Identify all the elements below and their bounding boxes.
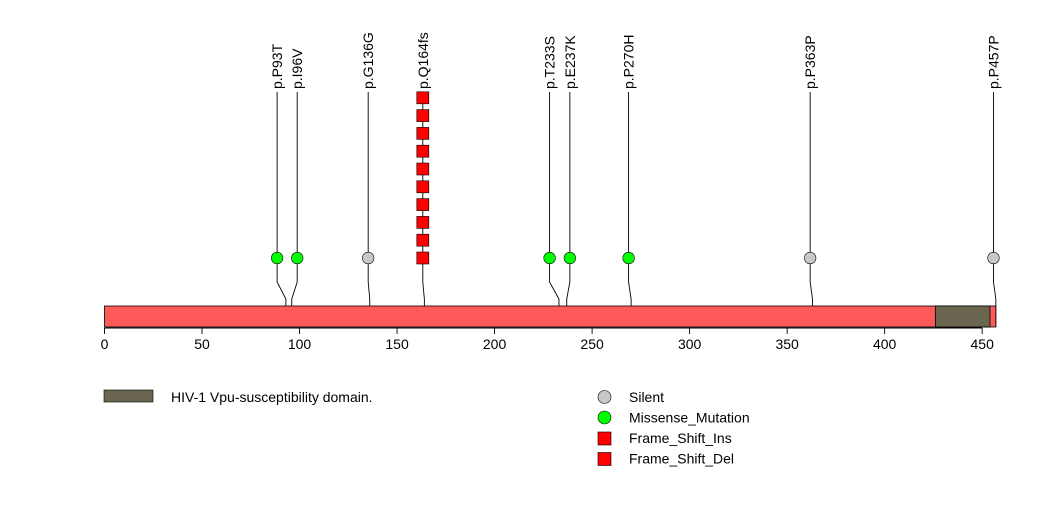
x-tick-label-0: 0 [101,336,109,352]
mutation-marker-square-3-4 [416,180,430,194]
mutation-marker-circle-2 [362,251,375,265]
x-tick-label-1: 50 [194,336,210,352]
legend-type-label-0: Silent [629,389,664,405]
mutation-marker-square-3-3 [416,198,430,211]
legend-type-label-1: Missense_Mutation [629,410,750,426]
mutation-marker-square-3-8 [416,109,430,122]
mutation-marker-circle-4 [543,251,556,265]
mutation-label-7: p.P363P [802,35,818,89]
mutation-stems [276,92,997,327]
mutation-marker-circle-0 [271,251,284,265]
mutation-marker-square-3-0 [416,251,430,265]
mutation-marker-circle-8 [987,251,1000,265]
legend-type-label-2: Frame_Shift_Ins [629,430,732,446]
x-axis: 0 50 100 150 200 250 300 350 400 450 [101,327,995,352]
mutation-marker-circle-7 [804,251,817,265]
mutation-marker-square-3-1 [416,233,430,247]
mutation-stem-7 [809,92,813,327]
x-tick-label-3: 150 [385,336,409,352]
x-tick-label-8: 400 [873,336,897,352]
x-tick-label-2: 100 [288,336,312,352]
mutation-label-3: p.Q164fs [415,32,431,89]
legend-marker-2 [597,431,612,446]
x-tick-label-4: 200 [483,336,507,352]
legend-type-label-3: Frame_Shift_Del [629,451,734,467]
mutation-label-2: p.G136G [360,32,376,89]
mutation-marker-circle-1 [291,251,304,265]
mutation-marker-square-3-6 [416,144,430,158]
x-tick-label-9: 450 [971,336,995,352]
mutation-stem-5 [566,92,571,327]
mutation-marker-square-3-7 [416,127,430,140]
mutation-marker-square-3-2 [416,216,430,229]
x-tick-label-6: 300 [678,336,702,352]
mutation-label-0: p.P93T [269,43,285,89]
mutation-stem-2 [367,92,371,327]
mutation-marker-square-3-9 [416,91,430,105]
legend-marker-3 [597,452,612,466]
legend-domain-swatch-0 [103,389,154,403]
mutation-label-5: p.E237K [562,35,578,89]
mutation-label-4: p.T233S [542,36,558,89]
domain-region-0 [934,305,991,328]
mutation-stem-1 [291,92,298,327]
protein-bar [104,305,997,328]
mutation-marker-square-3-5 [416,162,430,176]
mutation-stem-0 [276,92,287,327]
mutation-stem-8 [993,92,997,327]
legend-marker-1 [597,410,612,425]
x-tick-label-5: 250 [580,336,604,352]
legend: HIV-1 Vpu-susceptibility domain. Silent Mi… [103,389,750,467]
x-tick-label-7: 350 [775,336,799,352]
mutation-label-6: p.P270H [621,35,637,89]
mutation-markers [271,91,1000,265]
mutation-marker-circle-5 [563,251,576,265]
legend-domain-label-0: HIV-1 Vpu-susceptibility domain. [171,389,373,405]
mutation-marker-circle-6 [622,251,635,265]
mutation-labels: p.P93T p.I96V p.G136G p.Q164fs p.T233S p.E237… [269,32,1001,89]
mutation-stem-6 [628,92,632,327]
legend-marker-0 [597,390,612,404]
mutation-stem-4 [549,92,560,327]
mutation-label-1: p.I96V [289,48,305,89]
protein-track [104,305,997,328]
mutation-label-8: p.P457P [985,35,1001,89]
